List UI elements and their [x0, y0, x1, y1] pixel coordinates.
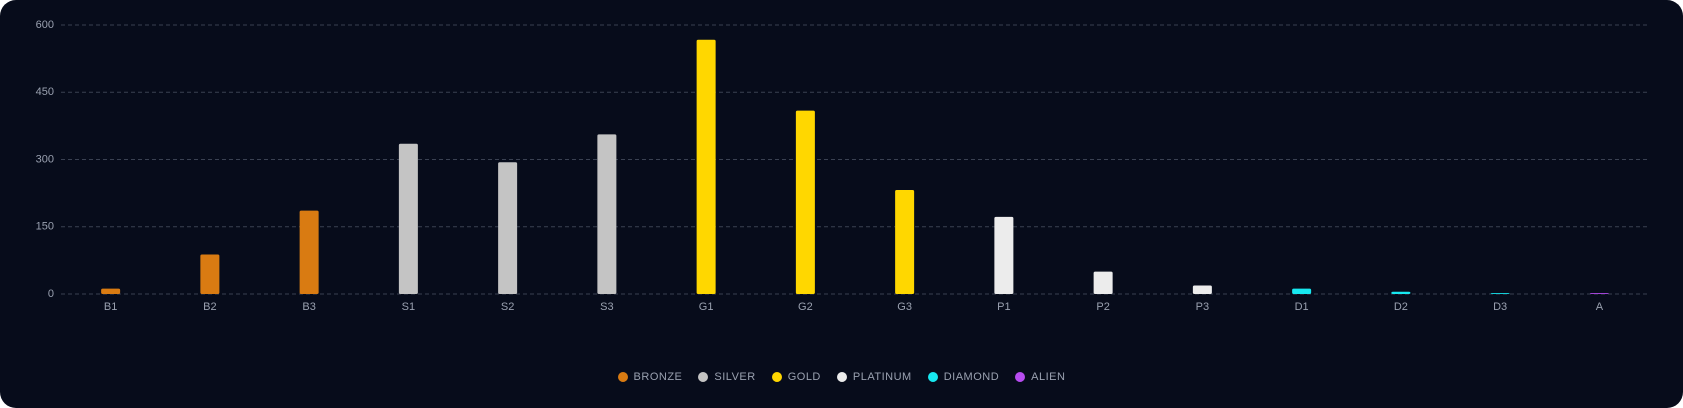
x-tick-label: S3 [600, 301, 613, 313]
y-tick-label: 450 [36, 86, 54, 98]
y-tick-label: 150 [36, 221, 54, 233]
y-tick-label: 0 [48, 288, 54, 300]
legend-item: SILVER [698, 371, 755, 383]
legend-swatch [771, 372, 782, 382]
bar [299, 210, 319, 294]
bar [1589, 293, 1609, 294]
bar [1192, 285, 1212, 294]
bar [101, 288, 121, 294]
legend-swatch [927, 372, 938, 382]
bar [200, 254, 220, 294]
legend-label: GOLD [787, 371, 821, 383]
x-tick-label: G1 [699, 301, 714, 313]
legend-label: PLATINUM [852, 371, 912, 383]
x-tick-label: G2 [798, 301, 813, 313]
legend-label: ALIEN [1031, 371, 1066, 383]
x-tick-label: D2 [1394, 301, 1408, 313]
y-tick-label: 600 [36, 19, 54, 31]
legend-item: PLATINUM [836, 371, 912, 383]
y-tick-label: 300 [36, 153, 54, 165]
legend-swatch [698, 372, 709, 382]
legend-label: SILVER [714, 371, 756, 383]
chart: 0 150 300 450 600 B1 B2 B3 S1 S2 S3 G1 G2 G3 P1 P2 P3 D1 D… [36, 19, 1649, 313]
bar [398, 143, 418, 294]
x-tick-label: P2 [1096, 301, 1109, 313]
x-tick-label: S1 [402, 301, 415, 313]
x-tick-label: B1 [104, 301, 117, 313]
x-tick-label: D3 [1493, 301, 1507, 313]
legend-item: ALIEN [1015, 371, 1065, 383]
legend-label: DIAMOND [943, 371, 1000, 383]
legend-swatch [617, 372, 628, 382]
bar [1093, 271, 1113, 294]
bar [1490, 293, 1510, 294]
x-tick-label: G3 [897, 301, 912, 313]
bar [994, 216, 1014, 294]
x-tick-label: S2 [501, 301, 514, 313]
legend-item: GOLD [771, 371, 821, 383]
legend-label: BRONZE [633, 371, 683, 383]
legend-swatch [1015, 372, 1026, 382]
x-tick-label: D1 [1295, 301, 1309, 313]
bar [498, 162, 518, 294]
bar [1292, 288, 1312, 294]
bar [795, 110, 815, 294]
bar [1391, 291, 1411, 294]
x-tick-label: B2 [203, 301, 216, 313]
bar [696, 39, 716, 294]
bar [895, 189, 915, 294]
legend-swatch [836, 372, 847, 382]
x-tick-label: A [1596, 301, 1604, 313]
legend: BRONZE SILVER GOLD PLATINUM DIAMOND ALIEN [0, 371, 1683, 383]
x-tick-label: P1 [997, 301, 1010, 313]
bar [597, 134, 617, 294]
legend-item: BRONZE [617, 371, 683, 383]
x-tick-label: B3 [302, 301, 315, 313]
x-tick-label: P3 [1196, 301, 1209, 313]
legend-item: DIAMOND [927, 371, 1000, 383]
